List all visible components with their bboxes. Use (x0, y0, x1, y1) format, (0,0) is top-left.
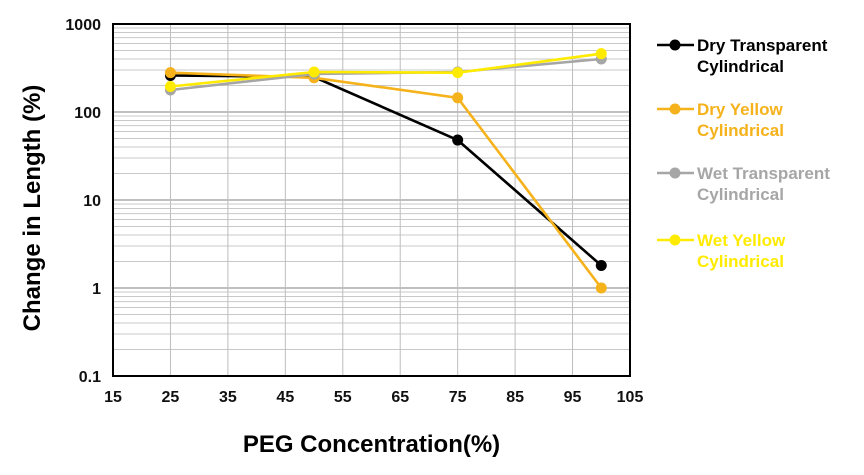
data-point (164, 80, 176, 92)
x-tick-label: 105 (617, 389, 644, 406)
plot-area-border (112, 23, 631, 377)
x-tick-label: 35 (219, 389, 237, 406)
series-line (170, 52, 602, 88)
tick-labels: 15 25 35 45 55 65 75 85 95 105 0.1 1 10 100 1000 (65, 17, 643, 406)
legend-marker (669, 234, 681, 246)
y-tick-label: 1 (92, 281, 101, 298)
y-tick-label: 0.1 (79, 369, 101, 386)
x-tick-label: 45 (276, 389, 294, 406)
data-point (452, 134, 464, 146)
x-axis-title: PEG Concentration(%) (243, 431, 500, 458)
legend-label: Cylindrical (697, 121, 784, 140)
data-point (595, 260, 607, 272)
legend-marker (669, 39, 681, 51)
series-2 (164, 67, 607, 294)
legend-label: Dry Transparent (697, 36, 828, 55)
x-tick-label: 25 (162, 389, 180, 406)
y-tick-label: 1000 (65, 17, 101, 34)
x-tick-label: 65 (391, 389, 409, 406)
legend-item: Dry Yellow Cylindrical (657, 100, 784, 140)
data-point (452, 67, 464, 79)
series-line (170, 74, 603, 267)
data-point (164, 67, 176, 79)
legend-label: Cylindrical (697, 252, 784, 271)
x-tick-label: 15 (104, 389, 122, 406)
legend-label: Wet Transparent (697, 164, 830, 183)
series-1 (164, 69, 607, 272)
legend-marker (669, 103, 681, 115)
data-point (595, 282, 607, 294)
gridlines (112, 24, 631, 377)
legend: Dry Transparent Cylindrical Dry Yellow Cyli… (657, 36, 830, 271)
series-4 (164, 48, 607, 92)
data-point (308, 66, 320, 78)
legend-label: Cylindrical (697, 57, 784, 76)
legend-item: Wet Yellow Cylindrical (657, 231, 786, 271)
y-tick-label: 10 (83, 193, 101, 210)
x-tick-label: 55 (334, 389, 352, 406)
x-tick-label: 95 (564, 389, 582, 406)
legend-label: Wet Yellow (697, 231, 786, 250)
y-tick-label: 100 (74, 105, 101, 122)
legend-label: Dry Yellow (697, 100, 783, 119)
series-line (170, 71, 603, 289)
data-point (595, 48, 607, 60)
legend-marker (669, 167, 681, 179)
y-axis-title: Change in Length (%) (19, 85, 46, 332)
legend-item: Wet Transparent Cylindrical (657, 164, 830, 204)
legend-label: Cylindrical (697, 185, 784, 204)
legend-item: Dry Transparent Cylindrical (657, 36, 828, 76)
series-layer (164, 48, 607, 294)
data-point (452, 92, 464, 104)
x-tick-label: 85 (506, 389, 524, 406)
x-tick-label: 75 (449, 389, 467, 406)
